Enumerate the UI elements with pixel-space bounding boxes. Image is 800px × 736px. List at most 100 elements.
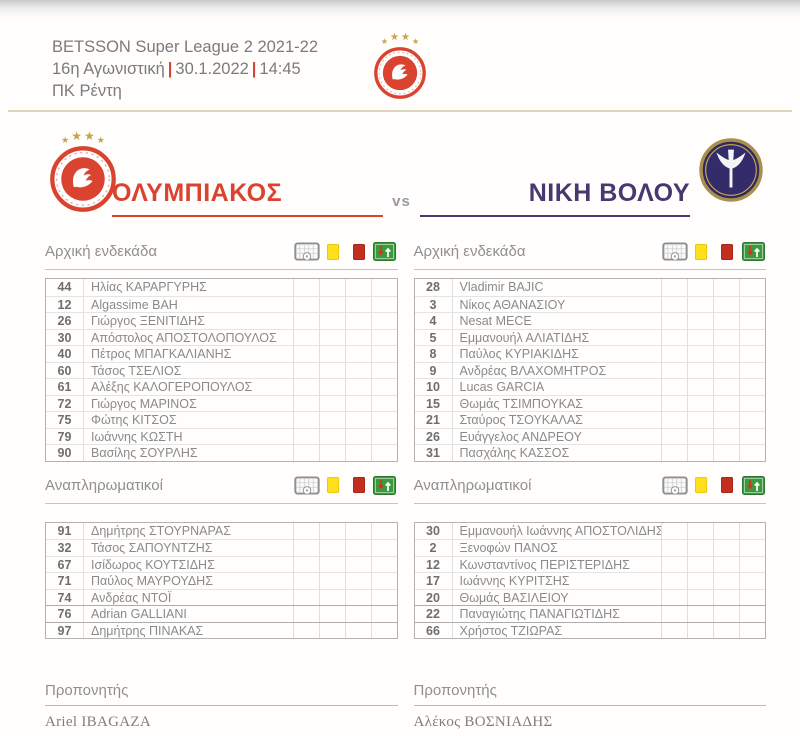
substitution-cell <box>739 589 765 605</box>
player-row: 30 Εμμανουήλ Ιωάννης ΑΠΟΣΤΟΛΙΔΗΣ <box>415 522 766 539</box>
player-name: Πέτρος ΜΠΑΓΚΑΛΙΑΝΗΣ <box>91 347 232 361</box>
away-subs-header: Αναπληρωματικοί <box>413 475 766 504</box>
player-number: 44 <box>46 279 84 296</box>
substitution-cell <box>739 522 765 539</box>
player-name: Τάσος ΣΑΠΟΥΝΤΖΗΣ <box>91 541 213 555</box>
substitution-cell <box>739 556 765 572</box>
substitution-cell <box>370 362 397 378</box>
yellow-card-cell <box>687 622 713 638</box>
substitution-cell <box>739 622 765 638</box>
substitution-cell <box>370 296 397 312</box>
red-card-cell <box>713 395 739 411</box>
red-card-cell <box>713 522 739 539</box>
substitution-cell <box>739 329 765 345</box>
yellow-card-cell <box>687 329 713 345</box>
player-name: Lucas GARCIA <box>459 380 545 394</box>
player-name: Ιωάννης ΚΩΣΤΗ <box>91 429 183 444</box>
player-number: 9 <box>415 362 453 378</box>
yellow-card-cell <box>687 522 713 539</box>
goal-icon <box>293 475 320 496</box>
goal-cell <box>661 606 687 622</box>
goal-cell <box>292 412 319 428</box>
player-number: 61 <box>46 379 84 395</box>
substitution-cell <box>739 395 765 411</box>
yellow-card-icon <box>688 475 714 496</box>
substitution-cell <box>739 296 765 312</box>
goal-cell <box>661 313 687 329</box>
player-row: 60 Τάσος ΤΣΕΛΙΟΣ <box>46 361 397 378</box>
goal-cell <box>292 606 319 622</box>
player-row: 10 Lucas GARCIA <box>414 378 765 395</box>
red-card-cell <box>344 279 371 296</box>
player-number: 12 <box>415 556 453 572</box>
yellow-card-cell <box>318 362 345 378</box>
substitution-cell <box>739 412 765 428</box>
goal-cell <box>292 540 319 556</box>
yellow-card-cell <box>318 329 345 345</box>
player-number: 79 <box>46 428 84 444</box>
goal-cell <box>292 573 319 589</box>
red-card-cell <box>713 573 739 589</box>
away-column: Αρχική ενδεκάδα 28 Vladimir BAJIC 3 Νίκος Α… <box>413 241 766 731</box>
player-row: 5 Εμμανουήλ ΑΛΙΑΤΙΔΗΣ <box>414 328 765 345</box>
player-number: 91 <box>46 522 84 539</box>
red-card-cell <box>713 556 739 572</box>
stats-legend <box>293 475 398 496</box>
substitution-cell <box>370 556 397 572</box>
player-name: Δημήτρης ΣΤΟΥΡΝΑΡΑΣ <box>91 523 231 538</box>
player-name: Εμμανουήλ ΑΛΙΑΤΙΔΗΣ <box>459 330 590 345</box>
substitution-cell <box>370 379 397 395</box>
red-card-cell <box>713 589 739 605</box>
player-row: 40 Πέτρος ΜΠΑΓΚΑΛΙΑΝΗΣ <box>46 345 397 362</box>
player-row: 28 Vladimir BAJIC <box>415 279 766 296</box>
red-card-icon <box>346 475 372 496</box>
player-row: 15 Θωμάς ΤΣΙΜΠΟΥΚΑΣ <box>414 394 765 411</box>
red-card-cell <box>344 606 371 622</box>
goal-cell <box>292 313 319 329</box>
substitution-cell <box>739 362 765 378</box>
goal-cell <box>292 556 319 572</box>
goal-cell <box>661 296 687 312</box>
player-row: 21 Σταύρος ΤΣΟΥΚΑΛΑΣ <box>414 411 765 428</box>
yellow-card-cell <box>687 445 713 461</box>
separator: | <box>251 60 257 78</box>
goal-cell <box>292 622 319 638</box>
goal-cell <box>661 522 687 539</box>
player-number: 10 <box>415 379 453 395</box>
yellow-card-cell <box>687 556 713 572</box>
yellow-card-cell <box>687 606 713 622</box>
yellow-card-cell <box>318 296 345 312</box>
player-row: 67 Ισίδωρος ΚΟΥΤΣΙΔΗΣ <box>46 555 397 572</box>
substitution-cell <box>370 540 397 556</box>
goal-cell <box>661 412 687 428</box>
yellow-card-cell <box>318 573 345 589</box>
venue: ΠΚ Ρέντη <box>52 82 122 100</box>
goal-cell <box>661 329 687 345</box>
player-number: 75 <box>46 412 84 428</box>
red-card-cell <box>344 573 371 589</box>
red-card-cell <box>344 556 371 572</box>
goal-cell <box>661 445 687 461</box>
player-name: Παναγιώτης ΠΑΝΑΓΙΩΤΙΔΗΣ <box>459 607 620 621</box>
goal-cell <box>292 346 319 362</box>
red-card-cell <box>713 329 739 345</box>
away-coach-block: Προπονητής Αλέκος ΒΟΣΝΙΑΔΗΣ <box>413 681 766 731</box>
player-row: 66 Χρήστος ΤΖΙΩΡΑΣ <box>414 621 765 638</box>
red-card-cell <box>344 329 371 345</box>
yellow-card-cell <box>687 346 713 362</box>
separator: | <box>167 60 173 78</box>
player-row: 79 Ιωάννης ΚΩΣΤΗ <box>46 427 397 444</box>
red-card-icon <box>714 475 740 496</box>
goal-cell <box>292 445 319 461</box>
home-subs-header: Αναπληρωματικοί <box>45 475 398 504</box>
goal-cell <box>661 428 687 444</box>
substitution-cell <box>739 540 765 556</box>
goal-icon <box>662 241 688 262</box>
player-name: Κωνσταντίνος ΠΕΡΙΣΤΕΡΙΔΗΣ <box>459 557 630 572</box>
player-name: Βασίλης ΣΟΥΡΛΗΣ <box>91 446 198 460</box>
player-number: 74 <box>46 589 84 605</box>
player-name: Αλέξης ΚΑΛΟΓΕΡΟΠΟΥΛΟΣ <box>91 380 253 394</box>
substitution-cell <box>370 412 397 428</box>
player-number: 32 <box>46 540 84 556</box>
goal-cell <box>292 362 319 378</box>
